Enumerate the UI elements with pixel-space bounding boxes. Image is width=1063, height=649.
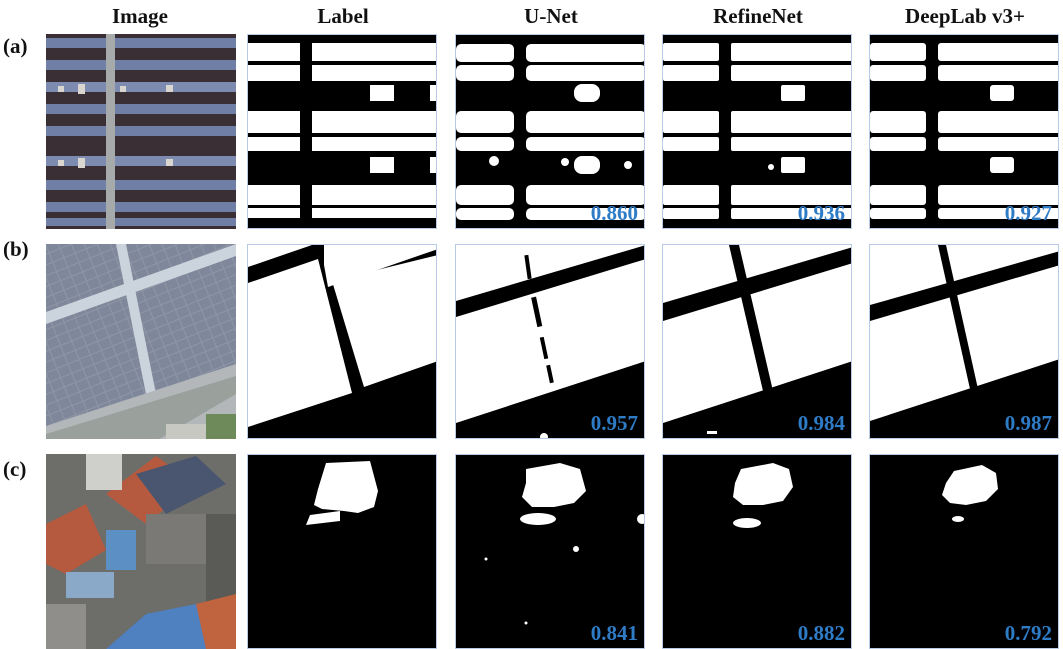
row-b-unet-mask: 0.957	[455, 244, 645, 439]
row-c-unet-score: 0.841	[590, 621, 638, 645]
column-header-deeplab: DeepLab v3+	[905, 4, 1025, 28]
row-label-b: (b)	[3, 237, 29, 261]
row-b-aerial-image	[46, 244, 236, 439]
row-c-refinenet-mask: 0.882	[662, 454, 852, 649]
column-header-label: Label	[317, 4, 369, 28]
row-a-unet-score: 0.860	[590, 201, 638, 225]
row-b-refinenet-mask: 0.984	[662, 244, 852, 439]
row-b-deeplab-mask: 0.987	[869, 244, 1059, 439]
row-c-deeplab-mask: 0.792	[869, 454, 1059, 649]
row-c-unet-mask: 0.841	[455, 454, 645, 649]
row-a-refinenet-score: 0.936	[797, 201, 845, 225]
row-label-a: (a)	[3, 34, 28, 58]
row-a-aerial-image	[46, 34, 236, 229]
row-a-deeplab-score: 0.927	[1004, 201, 1052, 225]
row-label-c: (c)	[3, 457, 27, 481]
row-b-unet-score: 0.957	[590, 411, 638, 435]
row-c-label-mask	[247, 454, 437, 649]
row-a-unet-mask: 0.860	[455, 34, 645, 229]
row-b-refinenet-score: 0.984	[797, 411, 845, 435]
row-a-refinenet-mask: 0.936	[662, 34, 852, 229]
row-b-deeplab-score: 0.987	[1004, 411, 1052, 435]
row-b-label-mask	[247, 244, 437, 439]
column-header-image: Image	[112, 4, 168, 28]
row-c-deeplab-score: 0.792	[1004, 621, 1052, 645]
column-header-refinenet: RefineNet	[713, 4, 803, 28]
row-a-deeplab-mask: 0.927	[869, 34, 1059, 229]
column-header-unet: U-Net	[524, 4, 578, 28]
row-a-label-mask	[247, 34, 437, 229]
row-c-aerial-image	[46, 454, 236, 649]
row-c-refinenet-score: 0.882	[797, 621, 845, 645]
